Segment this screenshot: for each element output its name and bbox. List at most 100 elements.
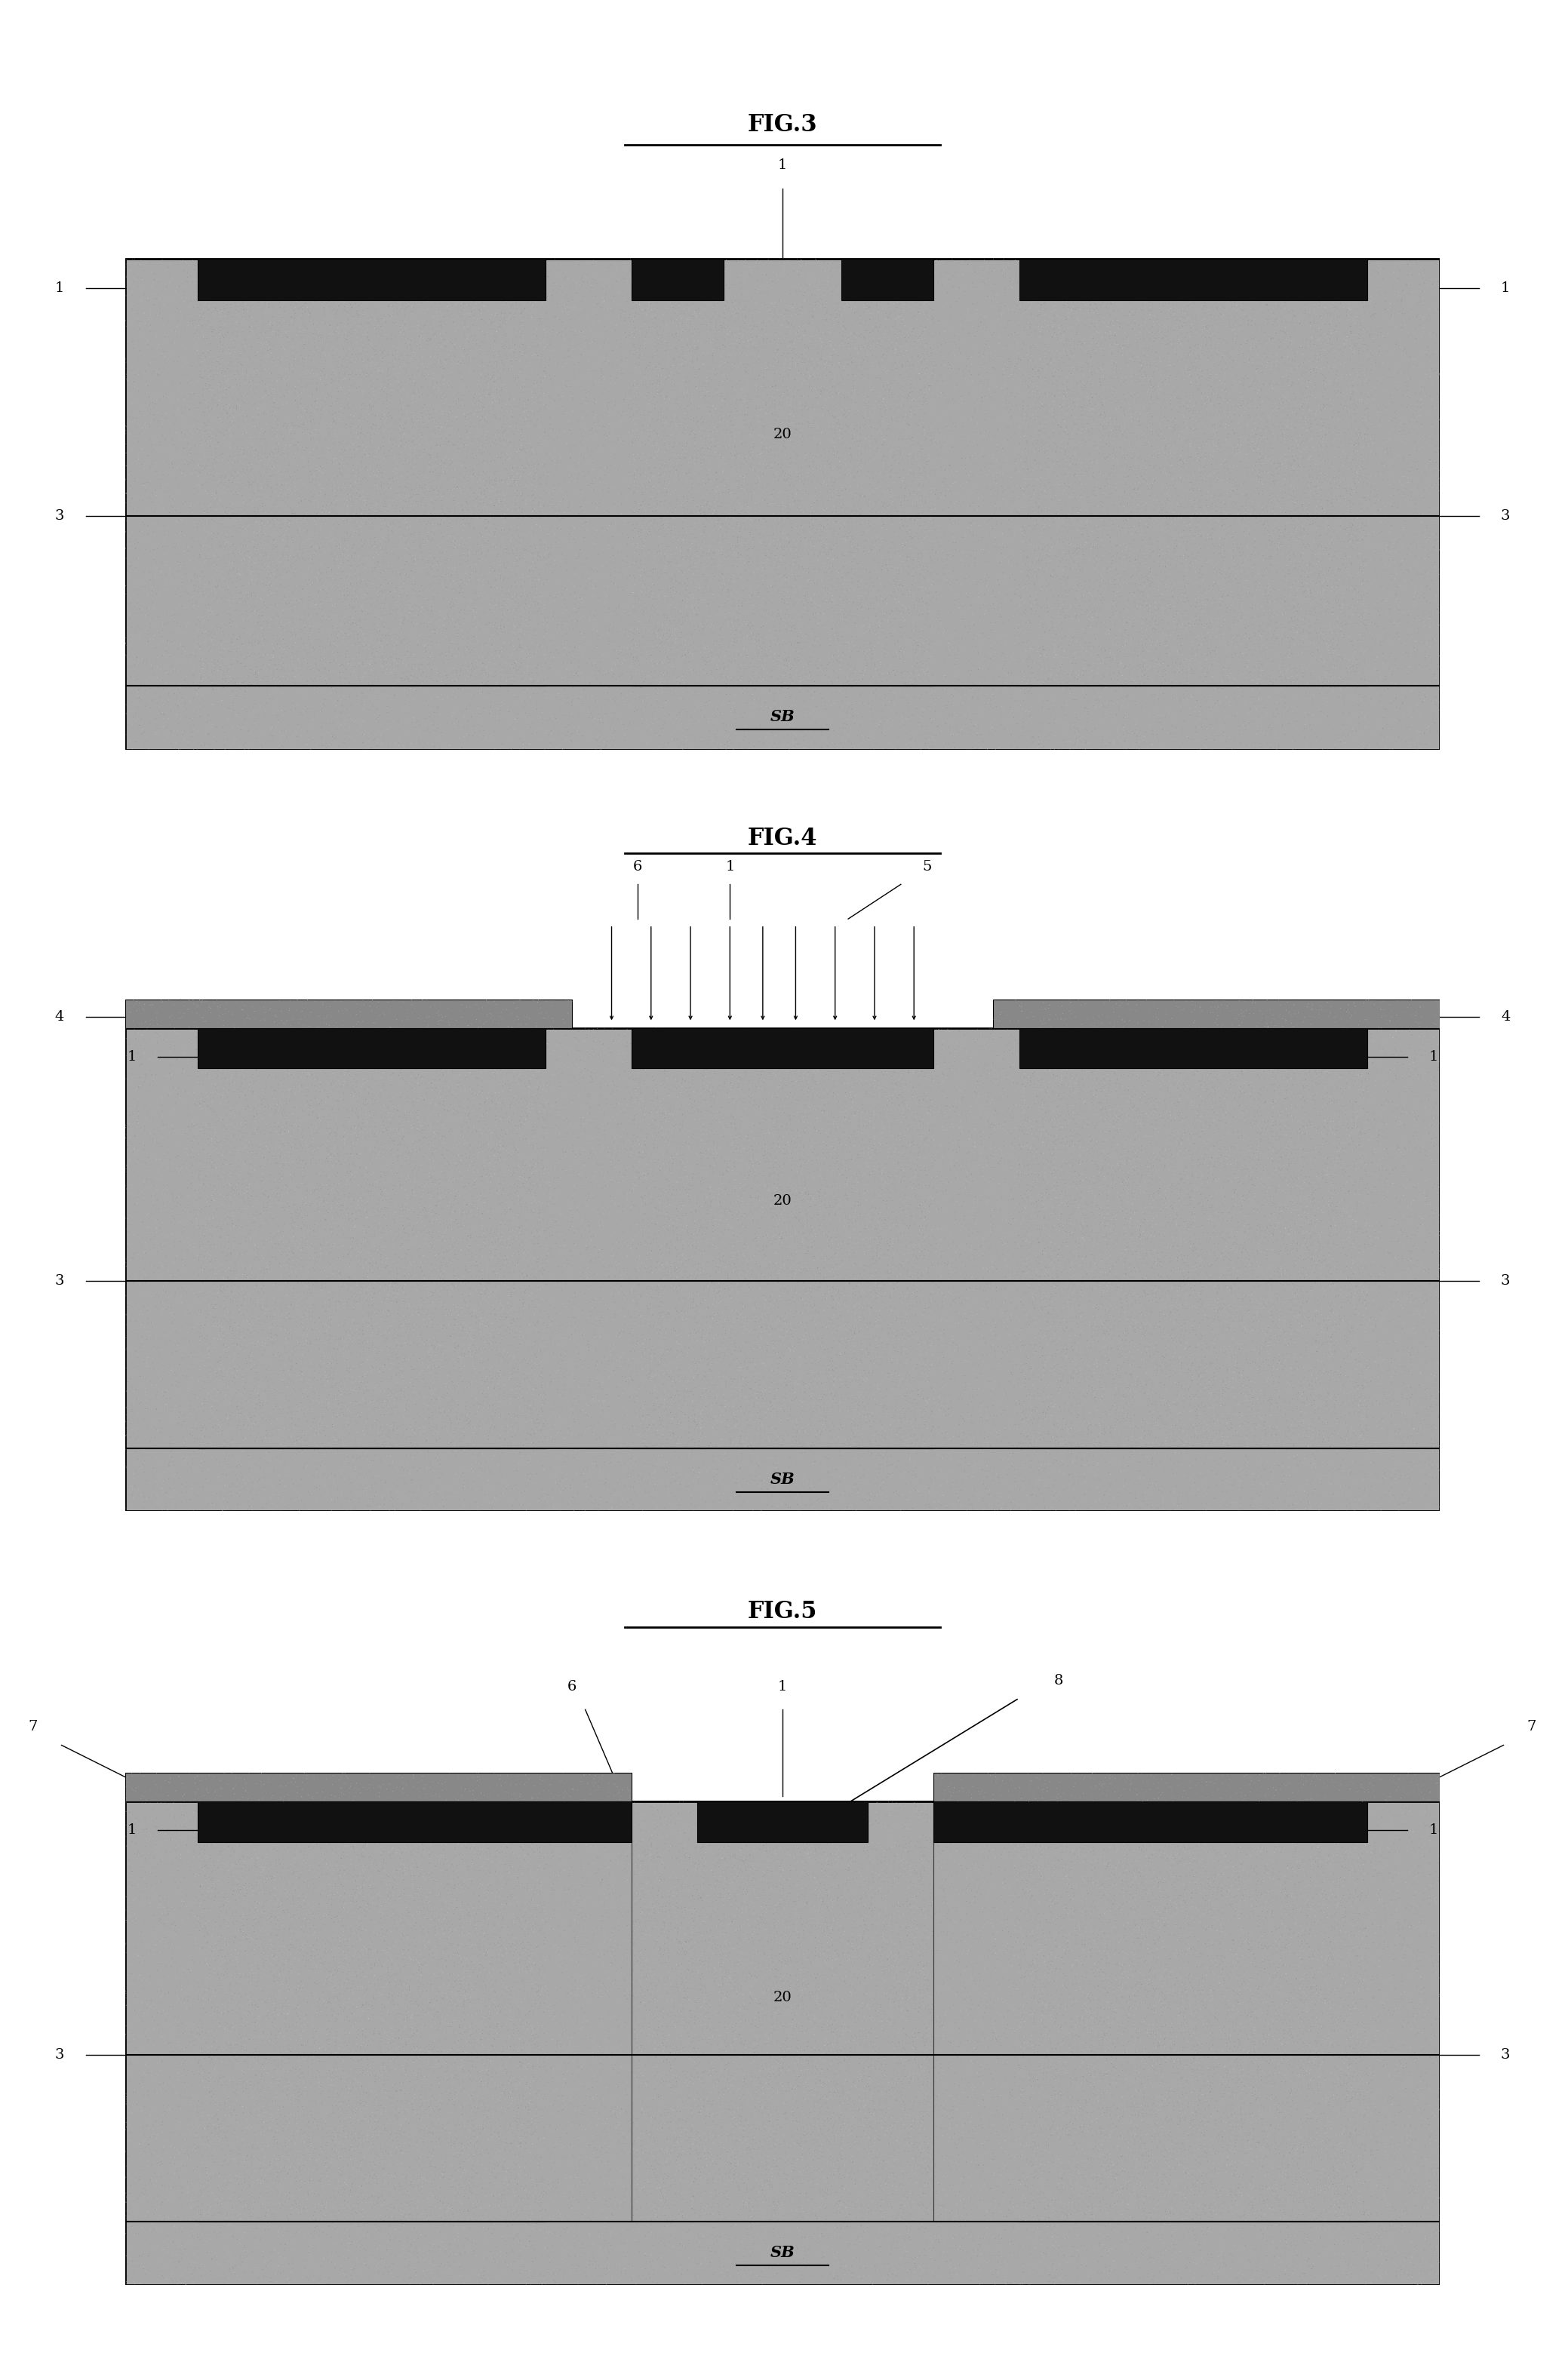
Point: [670, 564, 695, 602]
Point: [1094, 1361, 1119, 1399]
Point: [1092, 488, 1117, 526]
Point: [1160, 1954, 1185, 1992]
Point: [870, 1271, 895, 1309]
Point: [244, 1864, 269, 1902]
Point: [371, 1230, 396, 1269]
Point: [1025, 1397, 1050, 1435]
Point: [437, 402, 462, 440]
Point: [815, 293, 840, 331]
Point: [1033, 1126, 1058, 1164]
Point: [1346, 671, 1371, 709]
Point: [224, 1364, 249, 1402]
Point: [349, 1142, 374, 1180]
Point: [1111, 298, 1136, 336]
Point: [1083, 1949, 1108, 1987]
Point: [1039, 2113, 1064, 2152]
Point: [828, 566, 853, 605]
Point: [759, 459, 784, 497]
Point: [1210, 1973, 1235, 2011]
Point: [1147, 1288, 1172, 1326]
Point: [535, 2180, 560, 2218]
Point: [310, 1107, 335, 1145]
Point: [382, 1492, 407, 1530]
Point: [797, 512, 822, 550]
Point: [981, 1159, 1006, 1197]
Point: [948, 1078, 973, 1116]
Point: [383, 571, 408, 609]
Point: [1305, 326, 1330, 364]
Point: [537, 2166, 562, 2204]
Point: [1316, 1054, 1341, 1092]
Point: [502, 2166, 527, 2204]
Point: [845, 2218, 870, 2256]
Point: [311, 1840, 336, 1878]
Point: [1075, 336, 1100, 374]
Point: [1096, 547, 1121, 585]
Point: [613, 1130, 639, 1169]
Point: [199, 514, 224, 552]
Point: [239, 2004, 264, 2042]
Point: [183, 1264, 208, 1302]
Point: [413, 431, 438, 469]
Point: [504, 1861, 529, 1899]
Point: [263, 1145, 288, 1183]
Point: [524, 2090, 549, 2128]
Point: [834, 533, 859, 571]
Point: [1283, 1911, 1308, 1949]
Point: [1008, 1342, 1033, 1380]
Point: [1000, 1975, 1025, 2013]
Point: [1297, 1785, 1322, 1823]
Point: [1152, 1795, 1177, 1833]
Point: [252, 693, 277, 731]
Point: [1290, 1759, 1315, 1797]
Point: [249, 314, 274, 352]
Point: [200, 390, 225, 428]
Point: [419, 1847, 444, 1885]
Point: [736, 1816, 761, 1854]
Point: [657, 1171, 682, 1209]
Point: [444, 1985, 470, 2023]
Point: [241, 1100, 266, 1138]
Point: [623, 2266, 648, 2304]
Point: [1041, 450, 1066, 488]
Point: [1142, 2113, 1167, 2152]
Point: [767, 2097, 792, 2135]
Point: [707, 2132, 732, 2171]
Point: [501, 626, 526, 664]
Point: [998, 1338, 1024, 1376]
Point: [527, 1918, 552, 1956]
Point: [606, 1104, 631, 1142]
Point: [734, 298, 759, 336]
Point: [1141, 1759, 1166, 1797]
Point: [502, 402, 527, 440]
Point: [333, 1861, 358, 1899]
Point: [1092, 1759, 1117, 1797]
Point: [853, 1333, 878, 1371]
Point: [1102, 255, 1127, 293]
Point: [916, 1416, 941, 1454]
Point: [524, 443, 549, 481]
Point: [1390, 2254, 1415, 2292]
Point: [1335, 550, 1360, 588]
Point: [1027, 1280, 1052, 1319]
Point: [327, 1061, 352, 1100]
Point: [776, 2080, 801, 2118]
Point: [1175, 1050, 1200, 1088]
Point: [155, 1968, 180, 2006]
Point: [191, 378, 216, 416]
Point: [1074, 490, 1099, 528]
Point: [1305, 1775, 1330, 1814]
Point: [723, 1894, 748, 1933]
Point: [230, 340, 255, 378]
Point: [1290, 388, 1315, 426]
Point: [696, 647, 721, 685]
Point: [916, 1430, 941, 1468]
Point: [1247, 1283, 1272, 1321]
Point: [1158, 1102, 1183, 1140]
Point: [811, 2087, 836, 2125]
Point: [319, 395, 344, 433]
Point: [1219, 621, 1244, 659]
Point: [228, 645, 254, 683]
Point: [429, 1000, 454, 1038]
Point: [649, 1921, 675, 1959]
